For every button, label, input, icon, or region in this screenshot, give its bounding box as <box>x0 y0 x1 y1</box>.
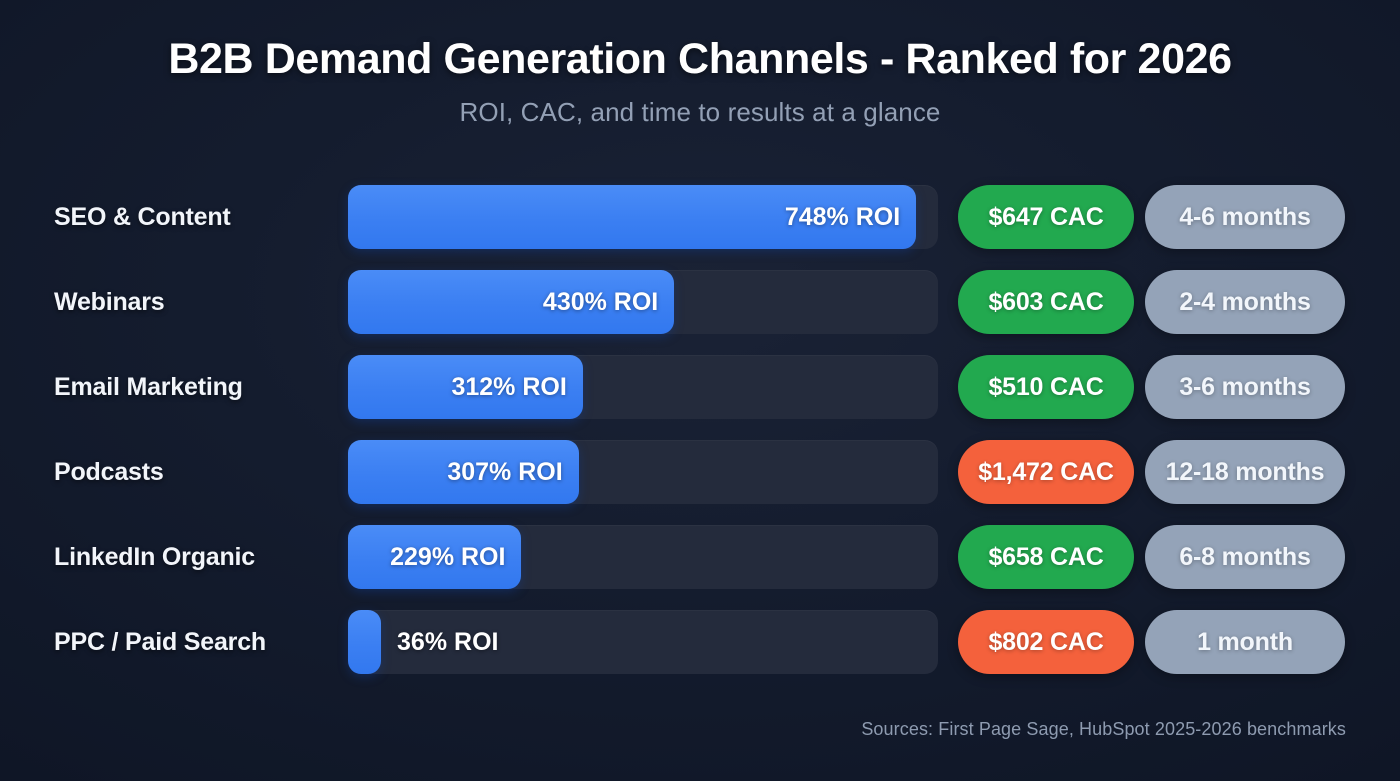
channel-row: PPC / Paid Search 36% ROI $802 CAC 1 month <box>0 610 1400 674</box>
channel-label: PPC / Paid Search <box>54 627 266 656</box>
cac-badge: $802 CAC <box>958 610 1134 674</box>
channel-rows: SEO & Content 748% ROI $647 CAC 4-6 months W… <box>0 185 1400 695</box>
channel-row: LinkedIn Organic 229% ROI $658 CAC 6-8 mont… <box>0 525 1400 589</box>
roi-bar-track: 307% ROI <box>348 440 938 504</box>
roi-bar-fill <box>348 610 382 674</box>
roi-value: 229% ROI <box>390 542 506 571</box>
time-to-results-badge: 6-8 months <box>1145 525 1345 589</box>
roi-value: 307% ROI <box>447 457 563 486</box>
roi-bar-fill: 430% ROI <box>348 270 675 334</box>
channel-label: Webinars <box>54 287 165 316</box>
roi-bar-track: 312% ROI <box>348 355 938 419</box>
channel-row: Email Marketing 312% ROI $510 CAC 3-6 month… <box>0 355 1400 419</box>
roi-value: 430% ROI <box>542 287 659 316</box>
roi-bar-track: 430% ROI <box>348 270 938 334</box>
time-to-results-badge: 12-18 months <box>1145 440 1345 504</box>
channel-row: SEO & Content 748% ROI $647 CAC 4-6 months <box>0 185 1400 249</box>
roi-value: 36% ROI <box>397 627 499 656</box>
roi-value: 748% ROI <box>784 202 901 231</box>
channel-label: Podcasts <box>54 457 164 486</box>
roi-bar-fill: 748% ROI <box>348 185 917 249</box>
roi-bar-track: 36% ROI <box>348 610 938 674</box>
page-subtitle: ROI, CAC, and time to results at a glanc… <box>459 96 941 127</box>
roi-value: 312% ROI <box>451 372 567 401</box>
chart-header: B2B Demand Generation Channels - Ranked … <box>0 0 1400 128</box>
roi-bar-fill: 312% ROI <box>348 355 583 419</box>
cac-badge: $1,472 CAC <box>958 440 1134 504</box>
sources-note: Sources: First Page Sage, HubSpot 2025-2… <box>861 719 1346 739</box>
time-to-results-badge: 2-4 months <box>1145 270 1345 334</box>
cac-badge: $647 CAC <box>958 185 1134 249</box>
roi-bar-fill: 229% ROI <box>348 525 522 589</box>
channel-label: SEO & Content <box>54 202 231 231</box>
cac-badge: $603 CAC <box>958 270 1134 334</box>
roi-bar-track: 229% ROI <box>348 525 938 589</box>
cac-badge: $658 CAC <box>958 525 1134 589</box>
time-to-results-badge: 3-6 months <box>1145 355 1345 419</box>
time-to-results-badge: 4-6 months <box>1145 185 1345 249</box>
page-title: B2B Demand Generation Channels - Ranked … <box>168 35 1232 83</box>
cac-badge: $510 CAC <box>958 355 1134 419</box>
time-to-results-badge: 1 month <box>1145 610 1345 674</box>
channel-row: Webinars 430% ROI $603 CAC 2-4 months <box>0 270 1400 334</box>
channel-row: Podcasts 307% ROI $1,472 CAC 12-18 months <box>0 440 1400 504</box>
roi-bar-fill: 307% ROI <box>348 440 579 504</box>
channel-label: LinkedIn Organic <box>54 542 255 571</box>
channel-label: Email Marketing <box>54 372 243 401</box>
roi-bar-track: 748% ROI <box>348 185 938 249</box>
